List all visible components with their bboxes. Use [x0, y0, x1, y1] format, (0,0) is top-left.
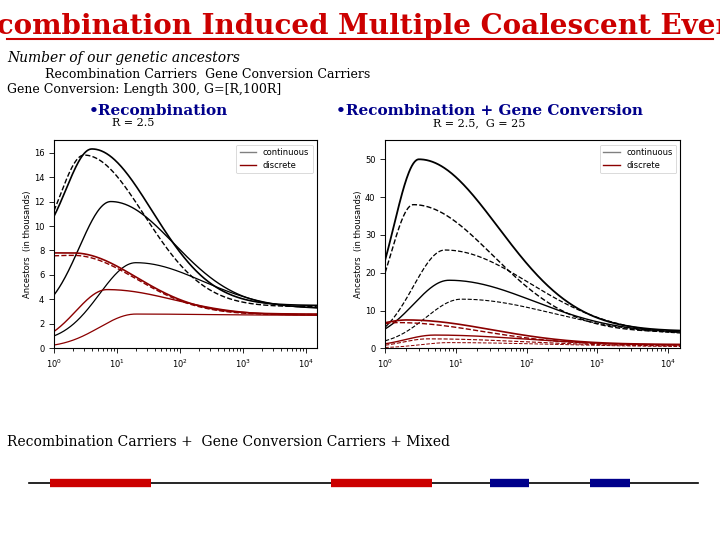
Text: Gene Conversion: Length 300, G=[R,100R]: Gene Conversion: Length 300, G=[R,100R] — [7, 83, 282, 96]
Legend: continuous, discrete: continuous, discrete — [600, 145, 676, 173]
Text: •Recombination: •Recombination — [89, 104, 228, 118]
Y-axis label: Ancestors  (in thousands): Ancestors (in thousands) — [23, 191, 32, 298]
Y-axis label: Ancestors  (in thousands): Ancestors (in thousands) — [354, 191, 364, 298]
Text: R = 2.5: R = 2.5 — [112, 118, 154, 128]
Text: Number of our genetic ancestors: Number of our genetic ancestors — [7, 51, 240, 65]
Text: Recombination Induced Multiple Coalescent Events: Recombination Induced Multiple Coalescen… — [0, 14, 720, 40]
Text: Recombination Carriers  Gene Conversion Carriers: Recombination Carriers Gene Conversion C… — [29, 68, 370, 80]
Legend: continuous, discrete: continuous, discrete — [236, 145, 312, 173]
Text: R = 2.5,  G = 25: R = 2.5, G = 25 — [433, 118, 525, 128]
Text: •Recombination + Gene Conversion: •Recombination + Gene Conversion — [336, 104, 643, 118]
Text: Recombination Carriers +  Gene Conversion Carriers + Mixed: Recombination Carriers + Gene Conversion… — [7, 435, 450, 449]
